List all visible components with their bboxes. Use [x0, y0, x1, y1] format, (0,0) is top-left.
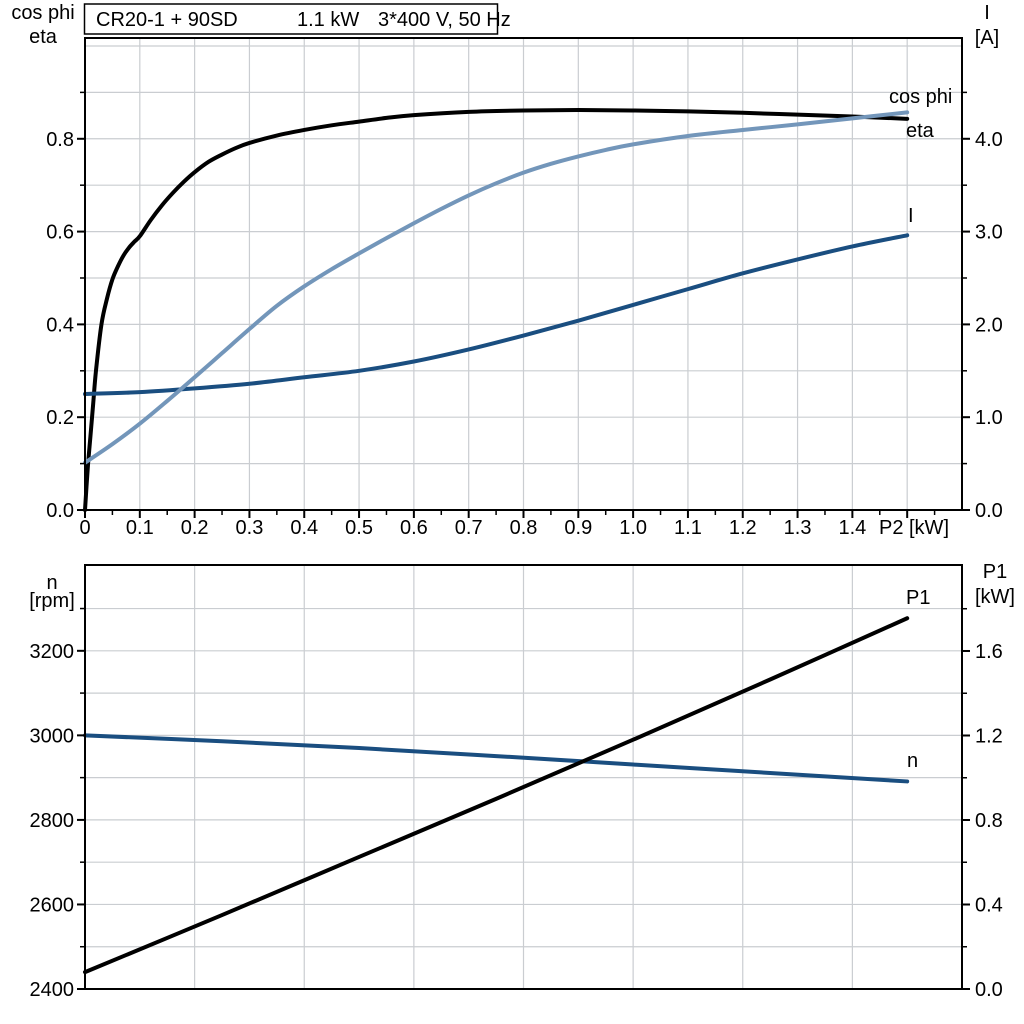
speed-curve-label: n — [907, 750, 918, 772]
top-x-tick-label: 0.4 — [290, 517, 318, 539]
bottom-left-tick-label: 2600 — [30, 894, 75, 916]
bottom-right-tick-label: 0.8 — [975, 810, 1003, 832]
bottom-left-tick-label: 3000 — [30, 725, 75, 747]
bottom-right-axis-title: P1 — [983, 561, 1007, 583]
top-x-tick-label: 0.3 — [236, 517, 264, 539]
top-left-tick-label: 0.2 — [46, 407, 74, 429]
current-curve — [83, 233, 910, 396]
top-x-tick-label: 0 — [79, 517, 90, 539]
top-x-tick-label: 1.0 — [619, 517, 647, 539]
top-right-tick-label: 3.0 — [975, 222, 1003, 244]
top-left-tick-label: 0.0 — [46, 500, 74, 522]
eta-curve — [83, 108, 910, 512]
top-ticks — [77, 91, 970, 518]
bottom-right-tick-label: 1.2 — [975, 725, 1003, 747]
p1-curve — [83, 616, 910, 975]
top-x-tick-label: 1.2 — [729, 517, 757, 539]
bottom-left-tick-label: 2400 — [30, 979, 75, 1001]
top-left-axis-title: cos phi — [11, 2, 74, 24]
current-curve-label: I — [908, 205, 914, 227]
top-right-tick-label: 4.0 — [975, 129, 1003, 151]
top-left-tick-label: 0.8 — [46, 129, 74, 151]
top-x-tick-label: 0.8 — [510, 517, 538, 539]
top-x-tick-label: 0.1 — [126, 517, 154, 539]
top-left-axis-title: eta — [29, 26, 58, 48]
top-x-tick-label: 0.5 — [345, 517, 373, 539]
top-x-tick-label: 0.6 — [400, 517, 428, 539]
bottom-chart: 240026002800300032000.00.40.81.21.6n[rpm… — [29, 561, 1015, 1001]
bottom-gridlines — [85, 565, 962, 989]
cos-phi-curve-label: cos phi — [889, 86, 952, 108]
cos-phi-curve — [83, 110, 910, 465]
bottom-right-tick-label: 0.4 — [975, 894, 1003, 916]
top-right-tick-label: 2.0 — [975, 314, 1003, 336]
p1-curve-label: P1 — [906, 587, 930, 609]
bottom-right-axis-title: [kW] — [975, 586, 1015, 608]
bottom-left-axis-title: [rpm] — [29, 590, 75, 612]
top-left-tick-label: 0.6 — [46, 222, 74, 244]
bottom-left-axis-title: n — [46, 572, 57, 594]
top-left-tick-label: 0.4 — [46, 314, 74, 336]
top-x-axis-label: P2 [kW] — [879, 517, 949, 539]
top-x-tick-label: 0.7 — [455, 517, 483, 539]
bottom-right-tick-label: 1.6 — [975, 641, 1003, 663]
speed-curve — [83, 733, 910, 784]
bottom-ticks — [77, 607, 970, 990]
top-right-axis-title: I — [984, 2, 990, 24]
top-right-tick-label: 0.0 — [975, 500, 1003, 522]
top-right-tick-label: 1.0 — [975, 407, 1003, 429]
top-x-tick-label: 1.4 — [838, 517, 866, 539]
bottom-left-tick-label: 3200 — [30, 641, 75, 663]
top-x-tick-label: 1.1 — [674, 517, 702, 539]
eta-curve-label: eta — [906, 120, 935, 142]
top-x-tick-label: 1.3 — [784, 517, 812, 539]
bottom-right-tick-label: 0.0 — [975, 979, 1003, 1001]
top-x-tick-label: 0.9 — [564, 517, 592, 539]
top-right-axis-title: [A] — [975, 27, 999, 49]
chart-title: CR20-1 + 90SD 1.1 kW 3*400 V, 50 Hz — [96, 9, 511, 31]
top-x-tick-label: 0.2 — [181, 517, 209, 539]
top-chart: 0.0 0.2 0.4 0.6 0.8 0.0 1.0 2.0 3.0 4.0 0 0.1 0.2 0.3… — [11, 2, 1003, 539]
bottom-left-tick-label: 2800 — [30, 810, 75, 832]
chart-title-box — [83, 3, 499, 35]
